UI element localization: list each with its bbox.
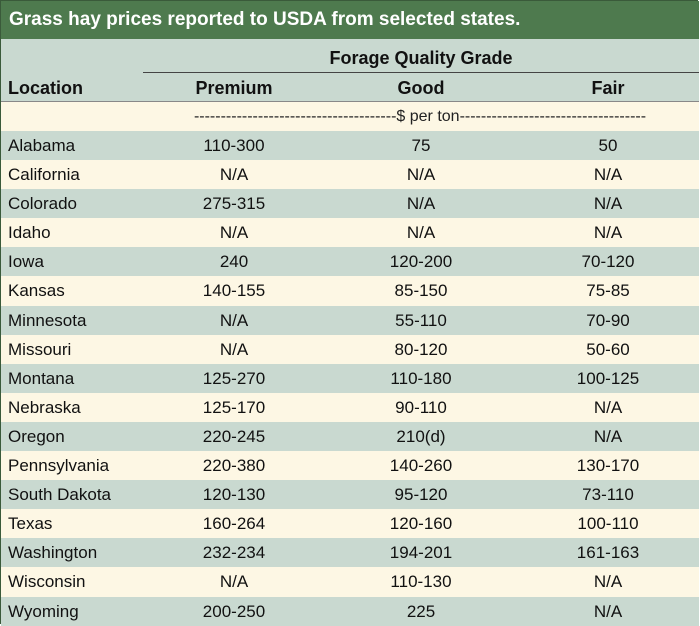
cell-premium: 200-250: [202, 601, 266, 621]
column-header-fair: Fair: [591, 78, 625, 98]
column-header-location: Location: [8, 78, 83, 98]
cell-premium: 240: [219, 252, 249, 272]
table-row: California N/A N/A N/A: [1, 160, 699, 190]
table-title: Grass hay prices reported to USDA from s…: [1, 1, 699, 39]
cell-location: Alabama: [8, 136, 76, 155]
cell-fair: N/A: [593, 572, 623, 592]
cell-good: 95-120: [394, 485, 448, 505]
cell-fair: N/A: [593, 601, 623, 621]
group-header-rule: [143, 72, 699, 73]
cell-premium: 125-170: [202, 397, 266, 417]
cell-premium: 140-155: [202, 281, 266, 301]
cell-premium: N/A: [219, 572, 249, 592]
cell-fair: 100-125: [576, 368, 640, 388]
cell-premium: N/A: [219, 223, 249, 243]
table-row: Wisconsin N/A 110-130 N/A: [1, 567, 699, 597]
cell-location: Washington: [8, 543, 98, 563]
cell-fair: 50-60: [586, 339, 630, 359]
cell-premium: N/A: [219, 339, 249, 359]
table-row: Texas 160-264 120-160 100-110: [1, 509, 699, 539]
cell-good: 75: [411, 136, 431, 155]
cell-location: Minnesota: [8, 310, 87, 330]
cell-premium: N/A: [219, 310, 249, 330]
cell-fair: 70-120: [581, 252, 635, 272]
cell-good: 120-200: [389, 252, 453, 272]
table-row: Nebraska 125-170 90-110 N/A: [1, 392, 699, 422]
table-row: Pennsylvania 220-380 140-260 130-170: [1, 451, 699, 481]
cell-premium: 160-264: [202, 514, 266, 534]
cell-fair: N/A: [593, 223, 623, 243]
table-row: South Dakota 120-130 95-120 73-110: [1, 480, 699, 510]
table-row: Minnesota N/A 55-110 70-90: [1, 305, 699, 335]
table-row: Iowa 240 120-200 70-120: [1, 247, 699, 277]
cell-location: Pennsylvania: [8, 456, 110, 476]
cell-fair: N/A: [593, 397, 623, 417]
cell-good: 140-260: [389, 456, 453, 476]
column-header-good: Good: [397, 78, 445, 98]
cell-premium: 125-270: [202, 368, 266, 388]
cell-good: 55-110: [395, 310, 447, 330]
table-row: Kansas 140-155 85-150 75-85: [1, 276, 699, 306]
cell-location: South Dakota: [8, 485, 112, 505]
cell-location: Nebraska: [8, 397, 81, 417]
cell-location: Kansas: [8, 281, 65, 301]
table-body: Alabama 110-300 75 50 California N/A N/A N/A Col…: [1, 131, 699, 626]
cell-location: Wisconsin: [8, 572, 86, 592]
cell-fair: N/A: [593, 165, 623, 185]
column-header-premium: Premium: [195, 78, 273, 98]
cell-good: 110-130: [390, 572, 452, 592]
table-row: Washington 232-234 194-201 161-163: [1, 538, 699, 568]
table-row: Oregon 220-245 210(d) N/A: [1, 421, 699, 452]
table-row: Colorado 275-315 N/A N/A: [1, 189, 699, 219]
cell-fair: 100-110: [577, 514, 639, 534]
table-header: [1, 39, 699, 101]
cell-premium: 120-130: [202, 485, 266, 505]
cell-fair: 75-85: [586, 281, 630, 301]
unit-row: --------------------------------------$ …: [1, 101, 699, 131]
table-row: Wyoming 200-250 225 N/A: [1, 596, 699, 626]
cell-good: 225: [406, 601, 436, 621]
cell-fair: 50: [598, 136, 618, 155]
cell-good: N/A: [406, 194, 436, 214]
cell-good: 80-120: [394, 339, 448, 359]
cell-location: Idaho: [8, 223, 51, 243]
cell-good: 85-150: [394, 281, 448, 301]
table-row: Missouri N/A 80-120 50-60: [1, 334, 699, 364]
cell-good: 210(d): [396, 426, 446, 446]
table-row: Montana 125-270 110-180 100-125: [1, 363, 699, 393]
cell-premium: 232-234: [202, 543, 266, 563]
table-row: Alabama 110-300 75 50: [1, 131, 699, 161]
cell-good: 90-110: [395, 397, 447, 417]
cell-fair: N/A: [593, 426, 623, 446]
cell-location: California: [8, 165, 80, 185]
cell-fair: N/A: [593, 194, 623, 214]
cell-location: Oregon: [8, 426, 65, 446]
table-row: Idaho N/A N/A N/A: [1, 218, 699, 248]
cell-location: Missouri: [8, 339, 72, 359]
cell-premium: 220-380: [202, 456, 266, 476]
cell-premium: 220-245: [202, 426, 266, 446]
cell-fair: 161-163: [576, 543, 640, 563]
cell-good: N/A: [406, 165, 436, 185]
cell-good: 110-180: [390, 368, 452, 388]
cell-good: 194-201: [389, 543, 453, 563]
cell-location: Texas: [8, 514, 53, 534]
cell-good: N/A: [406, 223, 436, 243]
cell-location: Iowa: [8, 252, 44, 272]
cell-premium: 110-300: [203, 136, 265, 155]
cell-location: Colorado: [8, 194, 77, 214]
cell-fair: 70-90: [586, 310, 630, 330]
cell-premium: 275-315: [202, 194, 266, 214]
cell-fair: 73-110: [582, 485, 634, 505]
cell-premium: N/A: [219, 165, 249, 185]
cell-location: Montana: [8, 368, 75, 388]
group-header: Forage Quality Grade: [329, 48, 513, 68]
cell-good: 120-160: [389, 514, 453, 534]
cell-fair: 130-170: [576, 456, 640, 476]
cell-location: Wyoming: [8, 601, 79, 621]
